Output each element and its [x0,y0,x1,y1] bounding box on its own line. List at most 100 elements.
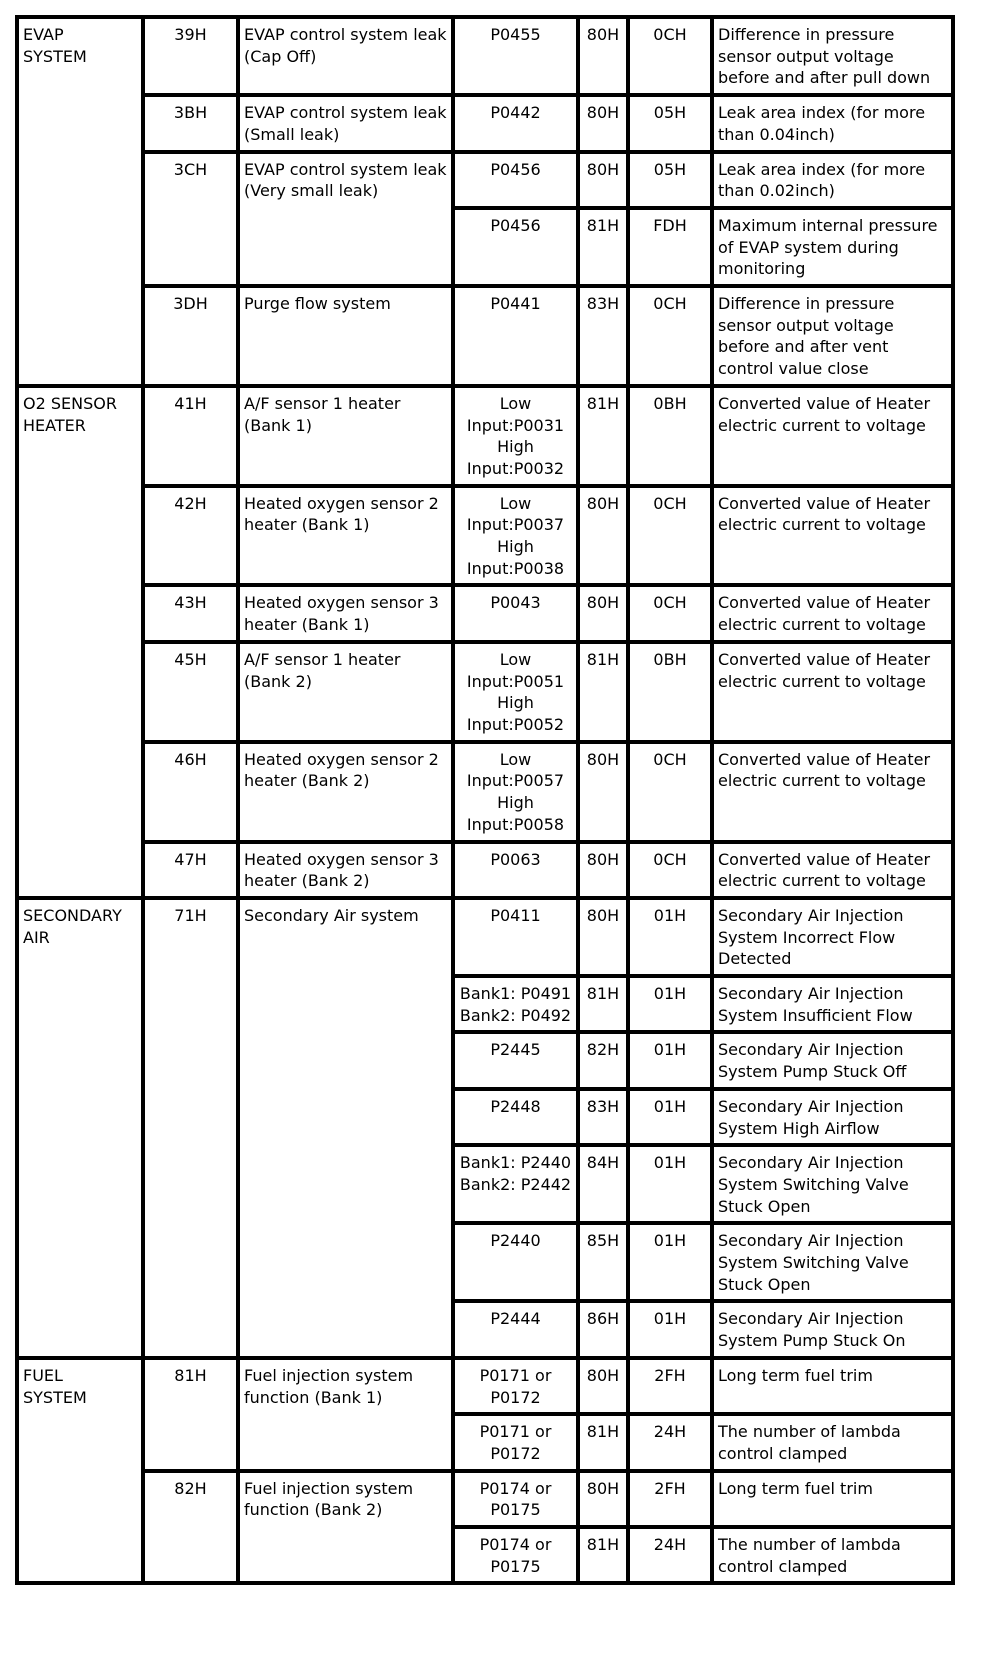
component-id-cell: 80H [576,93,630,154]
dtc-cell: Low Input:P0057 High Input:P0058 [451,739,580,844]
description-cell: Secondary Air Injection System Insuffici… [710,974,955,1035]
description-cell: Secondary Air Injection System Incorrect… [710,895,955,979]
test-name-cell: Heated oxygen sensor 2 heater (Bank 1) [236,483,455,588]
table-row: P2445 82H 01H Secondary Air Injection Syste… [17,1030,955,1091]
dtc-cell: Low Input:P0037 High Input:P0038 [451,483,580,588]
test-id-cell: 3BH [141,93,240,154]
description-cell: Difference in pressure sensor output vol… [710,284,955,388]
description-cell: Secondary Air Injection System Switching… [710,1221,955,1304]
system-cell: FUEL SYSTEM [15,1355,145,1586]
description-cell: Secondary Air Injection System High Airf… [710,1086,955,1148]
test-id-cell: 39H [141,14,240,98]
table-row: P0174 or P0175 81H 24H The number of lambda… [17,1525,955,1586]
description-cell: The number of lambda control clamped [710,1525,955,1586]
dtc-cell: P0411 [451,895,580,979]
description-cell: Converted value of Heater electric curre… [710,383,955,488]
table-row: P2444 86H 01H Secondary Air Injection Syste… [17,1299,955,1360]
description-cell: Maximum internal pressure of EVAP system… [710,205,955,289]
test-id-cell: 82H [141,1468,240,1586]
unit-scaling-cell: FDH [626,205,714,289]
dtc-cell: P0063 [451,839,580,900]
unit-scaling-cell: 05H [626,93,714,154]
description-cell: Secondary Air Injection System Pump Stuc… [710,1030,955,1091]
description-cell: Converted value of Heater electric curre… [710,583,955,644]
component-id-cell: 80H [576,1468,630,1530]
test-id-cell: 41H [141,383,240,488]
description-cell: Secondary Air Injection System Switching… [710,1143,955,1226]
table-row: SECONDARY AIR 71H Secondary Air system P041… [15,895,955,1360]
description-cell: Converted value of Heater electric curre… [710,483,955,588]
component-id-cell: 83H [576,1086,630,1148]
table-row: O2 SENSOR HEATER 41H A/F sensor 1 heater (… [15,383,955,900]
component-id-cell: 85H [576,1221,630,1304]
component-id-cell: 86H [576,1299,630,1360]
table-row: 47H Heated oxygen sensor 3 heater (Bank 2… [17,839,955,900]
dtc-cell: Bank1: P2440 Bank2: P2442 [451,1143,580,1226]
unit-scaling-cell: 0BH [626,639,714,744]
table-row: P0171 or P0172 81H 24H The number of lambda… [17,1412,955,1473]
component-id-cell: 81H [576,383,630,488]
system-cell: SECONDARY AIR [15,895,145,1360]
component-id-cell: 80H [576,149,630,210]
description-cell: Converted value of Heater electric curre… [710,839,955,900]
dtc-cell: P0442 [451,93,580,154]
description-cell: Difference in pressure sensor output vol… [710,14,955,98]
unit-scaling-cell: 2FH [626,1355,714,1417]
table-row: P2448 83H 01H Secondary Air Injection Syste… [17,1086,955,1148]
dtc-cell: Bank1: P0491 Bank2: P0492 [451,974,580,1035]
component-id-cell: 80H [576,14,630,98]
test-id-cell: 46H [141,739,240,844]
table-row: FUEL SYSTEM 81H Fuel injection system func… [15,1355,955,1586]
test-name-cell: EVAP control system leak (Very small lea… [236,149,455,289]
test-name-cell: Fuel injection system function (Bank 1) [236,1355,455,1473]
dtc-cell: P0171 or P0172 [451,1412,580,1473]
table-row: Bank1: P2440 Bank2: P2442 84H 01H Secondary… [17,1143,955,1226]
dtc-cell: Low Input:P0051 High Input:P0052 [451,639,580,744]
component-id-cell: 81H [576,1412,630,1473]
dtc-cell: P2448 [451,1086,580,1148]
dtc-cell: P2444 [451,1299,580,1360]
unit-scaling-cell: 01H [626,895,714,979]
dtc-cell: P0456 [451,205,580,289]
table-row: 3DH Purge flow system P0441 83H 0CH Differenc… [17,284,955,388]
component-id-cell: 80H [576,839,630,900]
dtc-cell: P0441 [451,284,580,388]
description-cell: Secondary Air Injection System Pump Stuc… [710,1299,955,1360]
dtc-cell: P2440 [451,1221,580,1304]
table-row: 42H Heated oxygen sensor 2 heater (Bank 1… [17,483,955,588]
unit-scaling-cell: 01H [626,1299,714,1360]
table-row: 46H Heated oxygen sensor 2 heater (Bank 2… [17,739,955,844]
component-id-cell: 81H [576,1525,630,1586]
test-id-cell: 81H [141,1355,240,1473]
obd-monitor-table: EVAP SYSTEM 39H EVAP control system leak (… [15,14,955,1586]
description-cell: Leak area index (for more than 0.02inch) [710,149,955,210]
unit-scaling-cell: 01H [626,1086,714,1148]
test-name-cell: EVAP control system leak (Cap Off) [236,14,455,98]
unit-scaling-cell: 24H [626,1412,714,1473]
unit-scaling-cell: 05H [626,149,714,210]
test-id-cell: 3CH [141,149,240,289]
component-id-cell: 80H [576,895,630,979]
description-cell: Converted value of Heater electric curre… [710,639,955,744]
table-row: 3CH EVAP control system leak (Very small … [17,149,955,289]
description-cell: Long term fuel trim [710,1355,955,1417]
test-id-cell: 45H [141,639,240,744]
test-name-cell: Purge flow system [236,284,455,388]
test-name-cell: Fuel injection system function (Bank 2) [236,1468,455,1586]
dtc-cell: P2445 [451,1030,580,1091]
component-id-cell: 80H [576,1355,630,1417]
unit-scaling-cell: 0CH [626,284,714,388]
dtc-cell: P0174 or P0175 [451,1468,580,1530]
component-id-cell: 80H [576,739,630,844]
component-id-cell: 82H [576,1030,630,1091]
test-name-cell: Secondary Air system [236,895,455,1360]
test-name-cell: Heated oxygen sensor 2 heater (Bank 2) [236,739,455,844]
unit-scaling-cell: 0CH [626,739,714,844]
component-id-cell: 84H [576,1143,630,1226]
description-cell: The number of lambda control clamped [710,1412,955,1473]
table-row: EVAP SYSTEM 39H EVAP control system leak (… [15,14,955,388]
table-row: 43H Heated oxygen sensor 3 heater (Bank 1… [17,583,955,644]
table-row: P2440 85H 01H Secondary Air Injection Syste… [17,1221,955,1304]
unit-scaling-cell: 0BH [626,383,714,488]
unit-scaling-cell: 01H [626,974,714,1035]
